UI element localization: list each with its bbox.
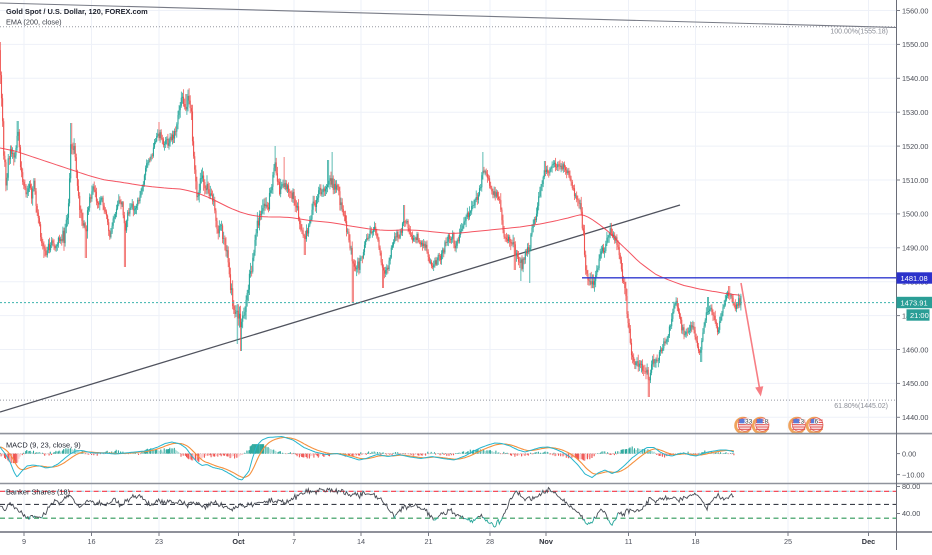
svg-text:Banker Shares (18): Banker Shares (18) (6, 488, 70, 497)
svg-text:1530.00: 1530.00 (902, 108, 928, 117)
svg-text:80.00: 80.00 (902, 482, 920, 491)
svg-text:6: 6 (815, 418, 819, 425)
svg-text:Dec: Dec (862, 537, 875, 546)
svg-text:23: 23 (155, 537, 163, 546)
svg-text:1481.08: 1481.08 (901, 274, 928, 283)
svg-text:16: 16 (87, 537, 95, 546)
svg-text:−10.00: −10.00 (902, 470, 925, 479)
svg-text:9: 9 (22, 537, 26, 546)
svg-text:100.00%(1555.18): 100.00%(1555.18) (830, 29, 888, 36)
svg-text:MACD (9, 23, close, 9): MACD (9, 23, close, 9) (6, 441, 81, 450)
svg-text:11: 11 (625, 537, 633, 546)
svg-text:EMA (200, close): EMA (200, close) (6, 18, 62, 27)
svg-text:1473.91: 1473.91 (901, 298, 928, 307)
svg-text:3: 3 (801, 418, 805, 425)
svg-text:25: 25 (784, 537, 792, 546)
svg-text:Oct: Oct (232, 537, 245, 546)
svg-text:21: 21 (424, 537, 432, 546)
svg-text:14: 14 (357, 537, 365, 546)
svg-text:1560.00: 1560.00 (902, 6, 928, 15)
svg-text:1540.00: 1540.00 (902, 74, 928, 83)
svg-text:1460.00: 1460.00 (902, 345, 928, 354)
svg-text:18: 18 (691, 537, 699, 546)
svg-text:8: 8 (765, 418, 769, 425)
svg-text:1510.00: 1510.00 (902, 176, 928, 185)
svg-text:1490.00: 1490.00 (902, 244, 928, 253)
svg-text:1450.00: 1450.00 (902, 379, 928, 388)
svg-text:1500.00: 1500.00 (902, 210, 928, 219)
svg-text:61.80%(1445.02): 61.80%(1445.02) (834, 403, 888, 410)
svg-text:40.00: 40.00 (902, 509, 920, 518)
svg-text:7: 7 (292, 537, 296, 546)
svg-text:28: 28 (486, 537, 494, 546)
svg-text:Gold Spot / U.S. Dollar, 120,: Gold Spot / U.S. Dollar, 120, FOREX.com (6, 7, 148, 16)
svg-text:1550.00: 1550.00 (902, 40, 928, 49)
svg-text:21:00: 21:00 (910, 311, 929, 320)
svg-text:0.00: 0.00 (902, 449, 916, 458)
svg-text:1440.00: 1440.00 (902, 413, 928, 422)
svg-text:Nov: Nov (539, 537, 554, 546)
svg-text:33: 33 (745, 418, 753, 425)
svg-text:1520.00: 1520.00 (902, 142, 928, 151)
